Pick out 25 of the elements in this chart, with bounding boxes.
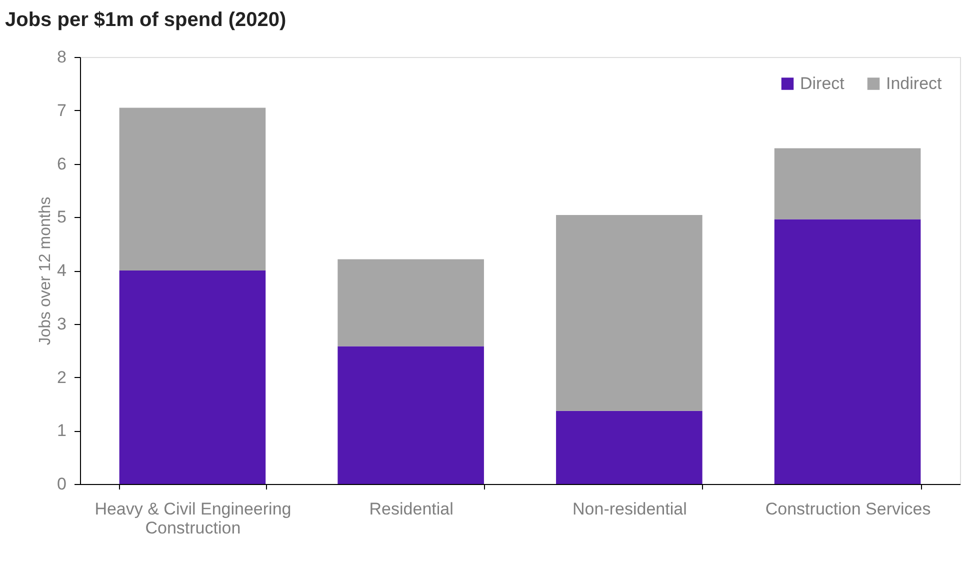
bar xyxy=(774,219,921,484)
chart-title: Jobs per $1m of spend (2020) xyxy=(5,9,286,31)
bar xyxy=(556,214,702,411)
x-tick-label: Residential xyxy=(369,500,454,518)
y-axis-title: Jobs over 12 months xyxy=(37,196,54,346)
y-tick-label: 5 xyxy=(57,208,66,227)
x-tick-label: Non-residential xyxy=(572,500,687,518)
y-tick-label: 2 xyxy=(57,368,66,387)
legend-label: Direct xyxy=(800,74,845,93)
y-tick-label: 0 xyxy=(57,474,66,494)
y-tick-label: 1 xyxy=(57,421,66,440)
y-tick-label: 3 xyxy=(57,314,66,334)
x-tick-label: Heavy & Civil Engineering Construction xyxy=(94,500,292,538)
bar xyxy=(119,270,266,484)
y-tick-label: 7 xyxy=(57,100,66,120)
x-tick-label: Construction Services xyxy=(765,500,931,518)
bar xyxy=(556,410,702,484)
y-tick-label: 8 xyxy=(57,48,66,66)
y-tick-label: 6 xyxy=(57,154,66,174)
bar xyxy=(338,259,484,346)
y-tick-label: 4 xyxy=(57,261,66,280)
bar xyxy=(774,148,921,220)
bar xyxy=(338,346,484,484)
bar xyxy=(119,108,266,270)
legend-label: Indirect xyxy=(886,74,942,93)
